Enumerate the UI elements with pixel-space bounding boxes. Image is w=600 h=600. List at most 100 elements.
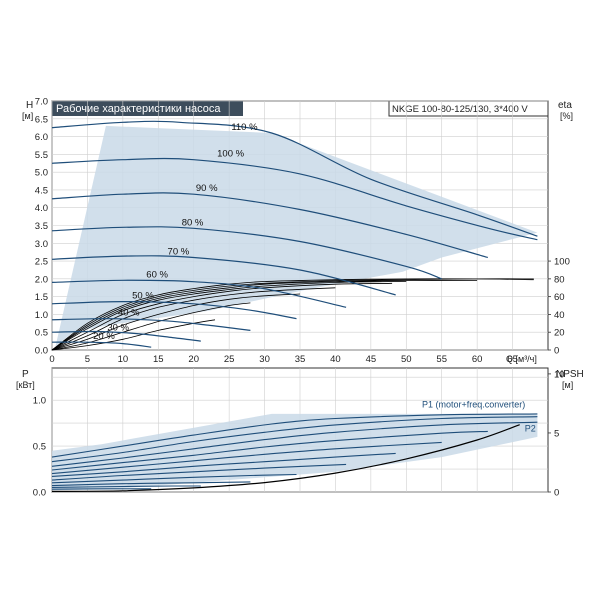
power-curve xyxy=(51,485,201,488)
model-label: NKGE 100-80-125/130, 3*400 V xyxy=(392,104,528,115)
power-annotation: P1 (motor+freq.converter) xyxy=(422,399,525,409)
power-y-tick: 1.0 xyxy=(33,396,46,407)
speed-label: 50 % xyxy=(132,291,154,302)
head-y-tick: 6.0 xyxy=(35,132,48,143)
eta-tick: 80 xyxy=(554,274,565,285)
head-y-tick: 2.5 xyxy=(35,257,48,268)
x-tick: 25 xyxy=(224,354,235,365)
x-tick: 40 xyxy=(330,354,341,365)
speed-label: 60 % xyxy=(146,269,168,280)
speed-label: 70 % xyxy=(168,247,190,258)
head-y-tick: 4.0 xyxy=(35,203,48,214)
power-curve xyxy=(51,413,538,458)
power-curve xyxy=(51,430,488,471)
head-y-tick: 4.5 xyxy=(35,185,48,196)
speed-curve xyxy=(51,330,201,342)
power-curve xyxy=(51,463,347,481)
title-background xyxy=(52,101,243,116)
power-curve xyxy=(51,452,396,477)
speed-curves xyxy=(51,120,538,348)
efficiency-curve xyxy=(51,293,301,351)
head-y-tick: 0.5 xyxy=(35,328,48,339)
head-axis-label: H xyxy=(26,100,33,111)
efficiency-curve xyxy=(51,302,251,351)
head-y-ticks: 0.0 0.5 1.0 1.5 2.0 2.5 3.0 3.5 4.0 4.5 5.0 5.5 6.0 6… xyxy=(35,97,48,357)
power-curve xyxy=(51,416,538,463)
head-chart: Рабочие характеристики насоса NKGE 100-8… xyxy=(22,97,573,366)
head-y-tick: 0.0 xyxy=(35,346,48,357)
speed-curve xyxy=(51,341,152,348)
x-ticks: 0 5 10 15 20 25 30 35 40 45 50 55 60 65 xyxy=(49,354,518,365)
speed-label: 90 % xyxy=(196,183,218,194)
speed-label: 20 % xyxy=(93,331,115,342)
x-tick: 30 xyxy=(259,354,270,365)
speed-curve xyxy=(51,255,396,296)
speed-label: 30 % xyxy=(107,323,129,334)
efficiency-curve xyxy=(51,278,534,351)
power-y-ticks: 0.0 0.5 1.0 xyxy=(33,396,46,499)
eta-axis-unit: [%] xyxy=(560,111,573,121)
x-tick: 50 xyxy=(401,354,412,365)
head-y-tick: 7.0 xyxy=(35,97,48,108)
x-tick: 60 xyxy=(472,354,483,365)
speed-curve xyxy=(51,120,538,237)
efficiency-curve xyxy=(51,281,407,351)
speed-curve xyxy=(51,318,251,331)
speed-curve xyxy=(51,300,297,320)
head-y-tick: 2.0 xyxy=(35,274,48,285)
x-tick: 0 xyxy=(49,354,54,365)
x-tick: 55 xyxy=(436,354,447,365)
x-tick: 65 xyxy=(507,354,518,365)
speed-labels: 110 % 100 % 90 % 80 % 70 %60 % 50 % 40 % 30 %20… xyxy=(93,122,258,342)
npsh-tick: 10 xyxy=(554,369,565,380)
npsh-ticks: 0 5 10 xyxy=(548,369,565,499)
speed-label: 40 % xyxy=(118,308,140,319)
power-annotation: P2 xyxy=(525,423,536,433)
power-chart: 0.0 0.5 1.0 0 5 10 P1 (motor+freq.converter)… xyxy=(16,367,584,499)
efficiency-curve xyxy=(51,319,216,351)
power-curve xyxy=(51,481,251,487)
x-tick: 10 xyxy=(118,354,129,365)
p2-curve xyxy=(51,424,520,492)
npsh-tick: 5 xyxy=(554,428,559,439)
x-tick: 35 xyxy=(295,354,306,365)
speed-label: 80 % xyxy=(182,217,204,228)
power-curve xyxy=(51,421,538,467)
head-axis-unit: [м] xyxy=(22,111,33,121)
head-y-tick: 1.0 xyxy=(35,310,48,321)
power-annotations: P1 (motor+freq.converter) P2 xyxy=(422,399,536,433)
eta-tick: 60 xyxy=(554,292,565,303)
power-axis-label: P xyxy=(22,369,29,380)
speed-label: 100 % xyxy=(217,149,244,160)
npsh-tick: 0 xyxy=(554,488,559,499)
power-curves xyxy=(51,413,538,490)
head-y-tick: 3.5 xyxy=(35,221,48,232)
x-tick: 5 xyxy=(85,354,90,365)
power-curve xyxy=(51,473,297,484)
eta-axis-label: eta xyxy=(558,100,572,111)
speed-label: 110 % xyxy=(231,122,258,133)
chart-title: Рабочие характеристики насоса xyxy=(56,103,221,115)
head-y-tick: 5.0 xyxy=(35,168,48,179)
power-curve xyxy=(51,441,442,475)
npsh-axis-unit: [м] xyxy=(562,380,573,390)
head-y-tick: 1.5 xyxy=(35,292,48,303)
x-tick: 20 xyxy=(188,354,199,365)
head-y-tick: 3.0 xyxy=(35,239,48,250)
efficiency-curve xyxy=(51,280,478,351)
power-y-tick: 0.5 xyxy=(33,442,46,453)
x-axis-label: Q [м³/ч] xyxy=(506,354,537,364)
npsh-curve xyxy=(51,424,520,492)
npsh-axis-label: NPSH xyxy=(556,369,584,380)
x-tick: 45 xyxy=(366,354,377,365)
eta-tick: 40 xyxy=(554,310,565,321)
eta-tick: 0 xyxy=(554,346,559,357)
eta-ticks: 0 20 40 60 80 100 xyxy=(548,257,570,357)
power-y-tick: 0.0 xyxy=(33,488,46,499)
speed-curve xyxy=(51,279,347,308)
eta-tick: 20 xyxy=(554,328,565,339)
speed-curve xyxy=(51,192,488,259)
x-tick: 15 xyxy=(153,354,164,365)
eta-tick: 100 xyxy=(554,257,570,268)
